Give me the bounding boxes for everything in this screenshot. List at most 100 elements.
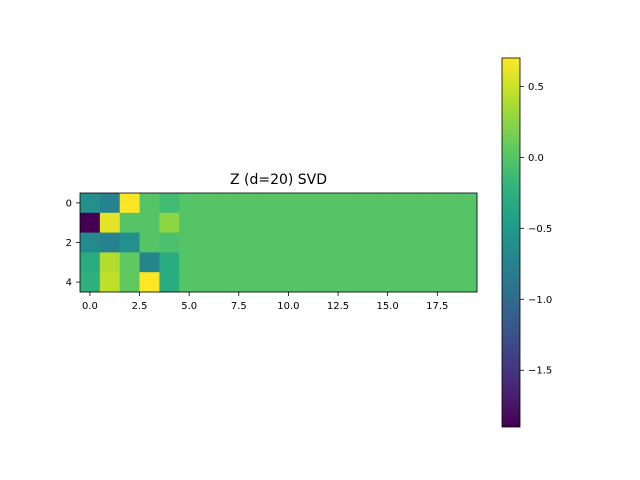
heatmap-cell (238, 193, 260, 214)
heatmap-cell (357, 193, 379, 214)
heatmap-cell (258, 212, 279, 233)
x-axis: 0.0 2.5 5.0 7.5 10.0 12.5 15.0 17.5 (82, 292, 448, 312)
heatmap-cell (179, 252, 200, 273)
heatmap-cell (238, 232, 260, 253)
heatmap-cell (457, 272, 478, 293)
heatmap-cell (199, 212, 220, 233)
heatmap-cell (238, 212, 260, 233)
heatmap-cell (377, 252, 398, 273)
heatmap-cell (417, 272, 438, 293)
heatmap-cell (437, 232, 458, 253)
x-tick-label: 17.5 (426, 301, 448, 312)
heatmap-cell (457, 212, 478, 233)
heatmap-cell (417, 212, 438, 233)
heatmap-cell (457, 193, 478, 214)
heatmap-cell (437, 272, 458, 293)
x-tick-label: 12.5 (327, 301, 349, 312)
heatmap-cell (457, 232, 478, 253)
heatmap-cell (338, 252, 359, 273)
heatmap-cell (298, 232, 319, 253)
heatmap-cell (377, 232, 398, 253)
heatmap-cell (179, 232, 200, 253)
heatmap-cell (338, 193, 359, 214)
heatmap-cell (99, 193, 121, 214)
heatmap-cell (258, 193, 279, 214)
heatmap-cell (397, 232, 418, 253)
heatmap-cell (298, 252, 319, 273)
heatmap-cell (298, 212, 319, 233)
heatmap-cell (298, 272, 319, 293)
heatmap-cell (318, 252, 339, 273)
heatmap-cell (179, 212, 200, 233)
heatmap-cell (218, 252, 240, 273)
heatmap-cell (338, 272, 359, 293)
y-tick-label: 4 (66, 278, 72, 289)
heatmap-cell (218, 272, 240, 293)
colorbar: 0.5 0.0 −0.5 −1.0 −1.5 (501, 57, 552, 428)
heatmap-cell (457, 252, 478, 273)
heatmap-cell (99, 212, 121, 233)
heatmap-cell (139, 193, 160, 214)
heatmap-cell (238, 272, 260, 293)
heatmap-cell (318, 272, 339, 293)
heatmap-cell (80, 272, 101, 293)
heatmap-cell (258, 272, 279, 293)
heatmap-cell (397, 212, 418, 233)
heatmap-cell (338, 212, 359, 233)
heatmap-cell (377, 193, 398, 214)
heatmap-cell (139, 252, 160, 273)
colorbar-tick-label: 0.0 (528, 153, 544, 164)
heatmap-cell (278, 193, 299, 214)
chart-title: Z (d=20) SVD (230, 172, 327, 188)
heatmap-cell (397, 252, 418, 273)
heatmap-cell (80, 232, 101, 253)
heatmap-cell (278, 252, 299, 273)
heatmap-cell (318, 193, 339, 214)
y-tick-label: 0 (66, 198, 72, 209)
x-tick-label: 10.0 (277, 301, 299, 312)
heatmap-cell (417, 232, 438, 253)
heatmap-cell (318, 232, 339, 253)
heatmap-cell (80, 193, 101, 214)
colorbar-tick-label: 0.5 (528, 82, 544, 93)
colorbar-gradient (502, 58, 520, 427)
heatmap-cell (417, 193, 438, 214)
heatmap-cell (159, 272, 180, 293)
heatmap-cell (218, 212, 240, 233)
heatmap-cell (437, 212, 458, 233)
heatmap-cell (278, 212, 299, 233)
heatmap-cell (119, 252, 140, 273)
heatmap-cell (437, 252, 458, 273)
heatmap-cell (179, 193, 200, 214)
heatmap-cell (80, 212, 101, 233)
heatmap-cell (417, 252, 438, 273)
heatmap-cell (218, 193, 240, 214)
heatmap-cell (139, 272, 160, 293)
heatmap-cell (377, 212, 398, 233)
heatmap-cell (99, 252, 121, 273)
heatmap-cell (397, 272, 418, 293)
colorbar-tick-label: −0.5 (528, 224, 552, 235)
heatmap-cell (179, 272, 200, 293)
x-tick-label: 7.5 (231, 301, 247, 312)
heatmap-cell (199, 232, 220, 253)
heatmap-cells (80, 193, 478, 293)
heatmap-cell (139, 212, 160, 233)
heatmap-cell (338, 232, 359, 253)
heatmap-cell (159, 252, 180, 273)
x-tick-label: 5.0 (181, 301, 197, 312)
heatmap-cell (397, 193, 418, 214)
heatmap-cell (199, 272, 220, 293)
heatmap-cell (80, 252, 101, 273)
y-axis: 0 2 4 (66, 198, 80, 289)
x-tick-label: 0.0 (82, 301, 98, 312)
heatmap-cell (278, 272, 299, 293)
heatmap-cell (159, 193, 180, 214)
heatmap-cell (99, 232, 121, 253)
y-tick-label: 2 (66, 238, 72, 249)
heatmap-cell (258, 232, 279, 253)
heatmap-cell (199, 193, 220, 214)
heatmap-cell (199, 252, 220, 273)
heatmap-cell (119, 193, 140, 214)
